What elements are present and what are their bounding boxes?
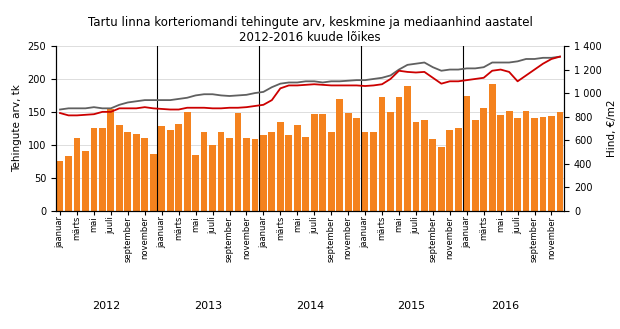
- Bar: [421, 120, 428, 211]
- Bar: [438, 147, 445, 211]
- Bar: [226, 138, 233, 211]
- Bar: [455, 128, 462, 211]
- Bar: [116, 125, 123, 211]
- Text: 2012: 2012: [92, 301, 121, 311]
- Bar: [557, 112, 564, 211]
- Bar: [497, 115, 504, 211]
- Bar: [201, 132, 208, 211]
- Bar: [99, 128, 106, 211]
- Bar: [328, 132, 335, 211]
- Bar: [294, 125, 301, 211]
- Bar: [463, 96, 470, 211]
- Bar: [125, 132, 131, 211]
- Bar: [268, 132, 275, 211]
- Bar: [404, 86, 411, 211]
- Bar: [192, 155, 199, 211]
- Bar: [523, 111, 529, 211]
- Bar: [514, 118, 521, 211]
- Bar: [167, 130, 174, 211]
- Bar: [74, 138, 81, 211]
- Bar: [252, 139, 259, 211]
- Bar: [65, 156, 72, 211]
- Bar: [361, 132, 368, 211]
- Bar: [158, 126, 165, 211]
- Bar: [133, 134, 140, 211]
- Y-axis label: Hind, €/m2: Hind, €/m2: [607, 100, 618, 157]
- Bar: [412, 122, 419, 211]
- Bar: [396, 97, 402, 211]
- Bar: [218, 132, 224, 211]
- Bar: [489, 84, 495, 211]
- Text: Tartu linna korteriomandi tehingute arv, keskmine ja mediaanhind aastatel
2012-2: Tartu linna korteriomandi tehingute arv,…: [87, 16, 533, 44]
- Bar: [539, 117, 546, 211]
- Bar: [531, 118, 538, 211]
- Text: 2014: 2014: [296, 301, 324, 311]
- Bar: [370, 132, 377, 211]
- Bar: [175, 124, 182, 211]
- Text: 2016: 2016: [491, 301, 519, 311]
- Bar: [141, 138, 148, 211]
- Bar: [277, 122, 284, 211]
- Bar: [472, 120, 479, 211]
- Bar: [311, 114, 317, 211]
- Bar: [446, 130, 453, 211]
- Bar: [150, 154, 157, 211]
- Bar: [107, 109, 114, 211]
- Bar: [91, 128, 97, 211]
- Bar: [353, 118, 360, 211]
- Bar: [184, 112, 190, 211]
- Bar: [56, 161, 63, 211]
- Bar: [319, 114, 326, 211]
- Bar: [234, 113, 241, 211]
- Bar: [336, 99, 343, 211]
- Bar: [243, 138, 250, 211]
- Bar: [548, 116, 555, 211]
- Bar: [379, 97, 386, 211]
- Bar: [430, 139, 436, 211]
- Bar: [480, 108, 487, 211]
- Bar: [285, 135, 292, 211]
- Bar: [345, 113, 352, 211]
- Text: 2015: 2015: [397, 301, 426, 311]
- Text: 2013: 2013: [194, 301, 223, 311]
- Bar: [209, 145, 216, 211]
- Bar: [387, 112, 394, 211]
- Bar: [260, 135, 267, 211]
- Bar: [82, 151, 89, 211]
- Bar: [303, 137, 309, 211]
- Bar: [506, 111, 513, 211]
- Y-axis label: Tehingute arv, tk: Tehingute arv, tk: [12, 84, 22, 172]
